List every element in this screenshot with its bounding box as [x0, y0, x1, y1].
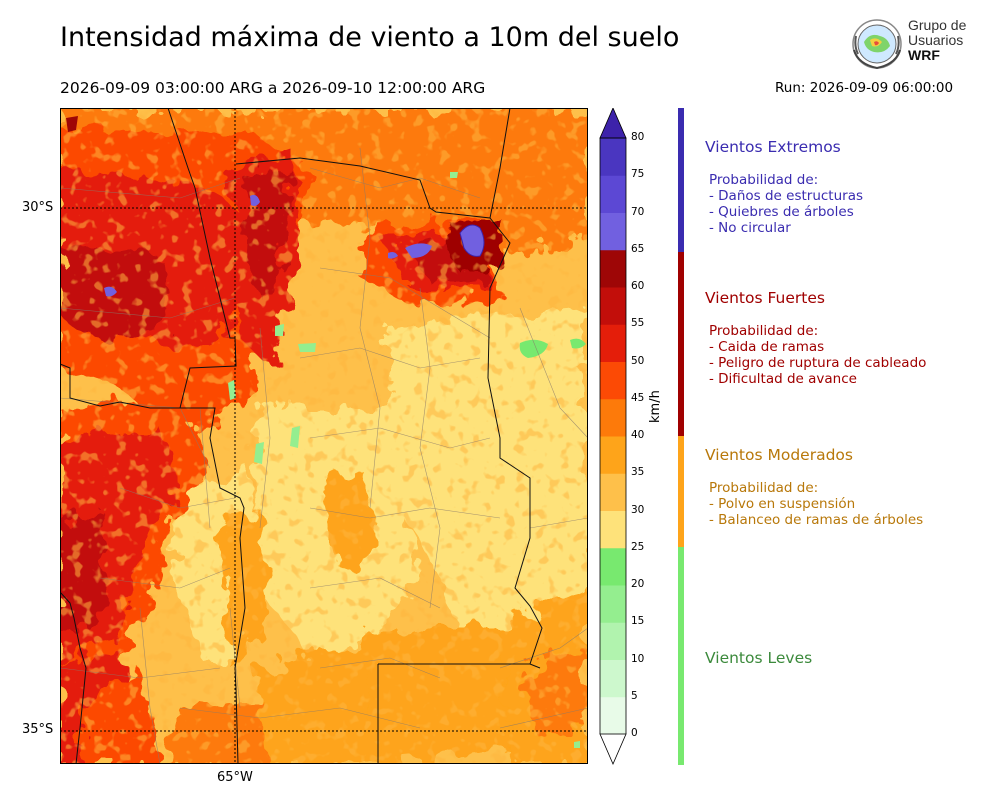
province-borders — [60, 108, 543, 764]
colorbar-tick-label: 45 — [631, 391, 645, 404]
colorbar-tick-label: 60 — [631, 280, 645, 292]
legend-category-description: Probabilidad de: - Caida de ramas - Peligr… — [705, 323, 926, 387]
legend-category: Vientos Extremos Probabilidad de: - Daños … — [705, 138, 863, 236]
colorbar-tick-label: 10 — [631, 652, 645, 665]
colorbar-tick-label: 25 — [631, 540, 645, 553]
colorbar-tick-label: 80 — [631, 131, 645, 143]
legend-description-line: - Peligro de ruptura de cableado — [709, 355, 927, 371]
legend-category-title: Vientos Moderados — [705, 446, 853, 464]
colorbar-segment — [600, 287, 626, 325]
colorbar-tick-label: 65 — [631, 242, 645, 255]
colorbar-segment — [600, 547, 626, 586]
colorbar-segment — [600, 175, 626, 213]
department-borders — [60, 147, 588, 764]
logo-line-2: Usuarios — [908, 32, 964, 48]
colorbar-tick-label: 35 — [631, 466, 645, 479]
colorbar-segment — [600, 361, 626, 400]
legend-category: Vientos Moderados Probabilidad de: - Polvo… — [705, 446, 923, 528]
colorbar-tick-label: 15 — [631, 615, 645, 628]
legend-color-bar — [678, 547, 684, 765]
colorbar-tick-label: 0 — [631, 727, 638, 739]
colorbar-tick-label: 70 — [631, 205, 645, 218]
legend-description-line: - No circular — [709, 220, 791, 236]
colorbar-segment — [600, 398, 626, 437]
colorbar-segment — [600, 473, 626, 511]
wind-intensity-map — [60, 108, 588, 764]
legend-description-line: - Polvo en suspensión — [709, 496, 856, 512]
colorbar-extend-min — [599, 733, 627, 766]
colorbar-tick-label: 40 — [631, 429, 645, 441]
legend-color-bar — [678, 436, 684, 547]
colorbar-tick-label: 55 — [631, 317, 645, 330]
colorbar-segment — [600, 212, 626, 251]
map-canvas — [60, 108, 588, 764]
colorbar-swatches — [599, 106, 627, 766]
colorbar-unit: km/h — [648, 390, 663, 423]
forecast-period: 2026-09-09 03:00:00 ARG a 2026-09-10 12:… — [60, 79, 486, 97]
lon-label-65w: 65°W — [217, 770, 253, 785]
colorbar-extend-max — [599, 106, 627, 139]
colorbar-segment — [600, 249, 626, 288]
colorbar-segment — [600, 585, 626, 623]
legend-color-bar — [678, 108, 684, 252]
legend-category-title: Vientos Fuertes — [705, 289, 825, 307]
legend-category-description: Probabilidad de: - Daños de estructuras - … — [705, 172, 863, 236]
legend-category: Vientos Leves — [705, 649, 812, 667]
colorbar-frame — [599, 137, 627, 735]
colorbar-segment — [600, 510, 626, 549]
globe-seal-icon — [852, 19, 902, 70]
legend-description-line: - Dificultad de avance — [709, 371, 857, 387]
legend-description-line: Probabilidad de: — [709, 480, 819, 496]
colorbar-segment — [600, 696, 626, 735]
legend-description-line: - Daños de estructuras — [709, 188, 864, 204]
extreme-wind-patches — [66, 116, 485, 297]
colorbar-segment — [600, 324, 626, 362]
legend-description-line: Probabilidad de: — [709, 323, 819, 339]
legend-category: Vientos Fuertes Probabilidad de: - Caida d… — [705, 289, 926, 387]
colorbar-tick-label: 75 — [631, 168, 645, 181]
legend-category-title: Vientos Extremos — [705, 138, 841, 156]
grupo-wrf-logo: Grupo de Usuarios WRF — [848, 16, 978, 76]
colorbar-tick-label: 5 — [631, 689, 638, 702]
page-title: Intensidad máxima de viento a 10m del su… — [60, 22, 680, 53]
legend-description-line: - Balanceo de ramas de árboles — [709, 512, 924, 528]
logo-line-1: Grupo de — [908, 17, 967, 33]
legend-description-line: - Caida de ramas — [709, 339, 825, 355]
colorbar-tick-label: 50 — [631, 354, 645, 367]
lat-label-35s: 35°S — [22, 722, 54, 737]
colorbar-segment — [600, 138, 626, 176]
colorbar — [598, 106, 658, 768]
legend-category-title: Vientos Leves — [705, 649, 813, 667]
legend-category-description: Probabilidad de: - Polvo en suspensión - B… — [705, 480, 923, 528]
colorbar-tick-label: 20 — [631, 578, 645, 590]
colorbar-segment — [600, 622, 626, 660]
legend-color-bar — [678, 252, 684, 436]
colorbar-segment — [600, 436, 626, 474]
low-wind-patches — [228, 172, 586, 748]
graticule — [60, 108, 588, 764]
logo-line-3: WRF — [908, 47, 940, 63]
lat-label-30s: 30°S — [22, 200, 54, 215]
legend-description-line: - Quiebres de árboles — [709, 204, 854, 220]
run-time: Run: 2026-09-09 06:00:00 — [775, 80, 954, 96]
legend-description-line: Probabilidad de: — [709, 172, 819, 188]
colorbar-segment — [600, 659, 626, 698]
map-frame — [60, 108, 588, 764]
colorbar-tick-label: 30 — [631, 503, 645, 516]
